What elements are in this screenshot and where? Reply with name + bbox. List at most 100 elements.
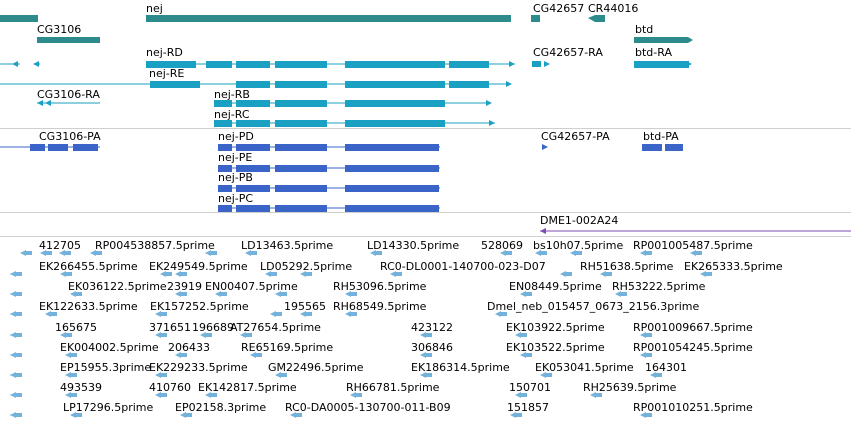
est-arrow[interactable] xyxy=(155,332,161,338)
est-label[interactable]: RH25639.5prime xyxy=(583,381,677,394)
est-arrow[interactable] xyxy=(535,250,541,256)
cds-block[interactable] xyxy=(236,185,270,192)
est-arrow[interactable] xyxy=(175,352,181,358)
exon-block[interactable] xyxy=(449,81,489,88)
est-block[interactable] xyxy=(251,251,257,255)
est-block[interactable] xyxy=(646,333,652,337)
est-block[interactable] xyxy=(706,272,712,276)
est-arrow[interactable] xyxy=(640,250,646,256)
est-block[interactable] xyxy=(76,292,82,296)
est-label[interactable]: 528069 xyxy=(481,239,523,252)
strand-arrow[interactable] xyxy=(540,228,546,234)
est-label[interactable]: RH66781.5prime xyxy=(346,381,440,394)
est-label[interactable]: 410760 xyxy=(149,381,191,394)
est-block[interactable] xyxy=(71,353,77,357)
exon-block[interactable] xyxy=(236,81,270,88)
cds-block[interactable] xyxy=(48,144,68,151)
gene-label-cg3106[interactable]: CG3106 xyxy=(37,23,82,36)
est-label[interactable]: 150701 xyxy=(509,381,551,394)
est-arrow[interactable] xyxy=(350,392,356,398)
est-arrow[interactable] xyxy=(205,250,211,256)
est-arrow[interactable] xyxy=(420,372,426,378)
est-block[interactable] xyxy=(276,312,282,316)
est-label[interactable]: LD14330.5prime xyxy=(367,239,460,252)
est-arrow[interactable] xyxy=(345,291,351,297)
exon-block[interactable] xyxy=(236,100,270,107)
est-arrow[interactable] xyxy=(10,352,16,358)
est-block[interactable] xyxy=(646,353,652,357)
est-arrow[interactable] xyxy=(275,291,281,297)
est-arrow[interactable] xyxy=(200,332,206,338)
est-block[interactable] xyxy=(281,373,287,377)
est-block[interactable] xyxy=(526,353,532,357)
strand-arrow[interactable] xyxy=(544,61,550,67)
est-arrow[interactable] xyxy=(495,311,501,317)
est-label[interactable]: RH68549.5prime xyxy=(333,300,427,313)
exon-block[interactable] xyxy=(345,81,445,88)
est-arrow[interactable] xyxy=(40,250,46,256)
est-block[interactable] xyxy=(66,272,72,276)
est-arrow[interactable] xyxy=(520,291,526,297)
est-label[interactable]: EK103522.5prime xyxy=(506,341,605,354)
exon-block[interactable] xyxy=(634,61,689,68)
est-block[interactable] xyxy=(356,393,362,397)
strand-arrow[interactable] xyxy=(686,61,692,67)
est-arrow[interactable] xyxy=(175,271,181,277)
est-block[interactable] xyxy=(656,373,662,377)
est-block[interactable] xyxy=(26,251,32,255)
gene-bar-cg3106[interactable] xyxy=(37,37,100,43)
est-arrow[interactable] xyxy=(500,250,506,256)
est-label[interactable]: EP15955.3prime xyxy=(60,361,152,374)
transcript-label-nej-rd[interactable]: nej-RD xyxy=(146,46,183,59)
cds-block[interactable] xyxy=(236,165,270,172)
transcript-label-nej-rb[interactable]: nej-RB xyxy=(214,88,250,101)
est-block[interactable] xyxy=(16,272,22,276)
exon-block[interactable] xyxy=(345,61,445,68)
strand-arrow[interactable] xyxy=(506,81,512,87)
est-block[interactable] xyxy=(646,251,652,255)
est-arrow[interactable] xyxy=(420,332,426,338)
est-block[interactable] xyxy=(16,333,22,337)
est-block[interactable] xyxy=(161,312,167,316)
est-label[interactable]: LP17296.5prime xyxy=(63,401,154,414)
exon-block[interactable] xyxy=(345,120,445,127)
cds-block[interactable] xyxy=(236,205,270,212)
est-block[interactable] xyxy=(696,251,702,255)
cds-block[interactable] xyxy=(218,144,232,151)
est-label[interactable]: 196689 xyxy=(192,321,234,334)
est-label[interactable]: 493539 xyxy=(60,381,102,394)
strand-arrow[interactable] xyxy=(486,100,492,106)
est-arrow[interactable] xyxy=(245,250,251,256)
est-arrow[interactable] xyxy=(59,250,65,256)
est-arrow[interactable] xyxy=(700,271,706,277)
est-block[interactable] xyxy=(206,333,212,337)
est-label[interactable]: 165675 xyxy=(55,321,97,334)
cds-block[interactable] xyxy=(275,144,327,151)
est-arrow[interactable] xyxy=(90,250,96,256)
est-arrow[interactable] xyxy=(20,250,26,256)
est-label[interactable]: EK004002.5prime xyxy=(60,341,159,354)
protein-label-nej-pd[interactable]: nej-PD xyxy=(218,130,254,143)
est-label[interactable]: EP02158.3prime xyxy=(175,401,267,414)
est-block[interactable] xyxy=(51,312,57,316)
exon-block[interactable] xyxy=(345,100,445,107)
est-label[interactable]: RP001054245.5prime xyxy=(633,341,753,354)
est-arrow[interactable] xyxy=(240,332,246,338)
strand-arrow[interactable] xyxy=(12,61,18,67)
est-label[interactable]: 164301 xyxy=(645,361,687,374)
est-block[interactable] xyxy=(521,393,527,397)
est-block[interactable] xyxy=(221,292,227,296)
est-label[interactable]: RP004538857.5prime xyxy=(95,239,215,252)
est-label[interactable]: EK036122.5prime xyxy=(68,280,167,293)
gene-bar-cr44016[interactable] xyxy=(588,15,605,22)
est-arrow[interactable] xyxy=(510,412,516,418)
est-label[interactable]: RP001005487.5prime xyxy=(633,239,753,252)
protein-label-btd-pa[interactable]: btd-PA xyxy=(643,130,679,143)
est-label[interactable]: 371651 xyxy=(149,321,191,334)
exon-block[interactable] xyxy=(150,81,200,88)
est-block[interactable] xyxy=(376,251,382,255)
est-arrow[interactable] xyxy=(70,412,76,418)
est-label[interactable]: EK186314.5prime xyxy=(411,361,510,374)
protein-label-cg42657-pa[interactable]: CG42657-PA xyxy=(541,130,610,143)
est-arrow[interactable] xyxy=(10,332,16,338)
